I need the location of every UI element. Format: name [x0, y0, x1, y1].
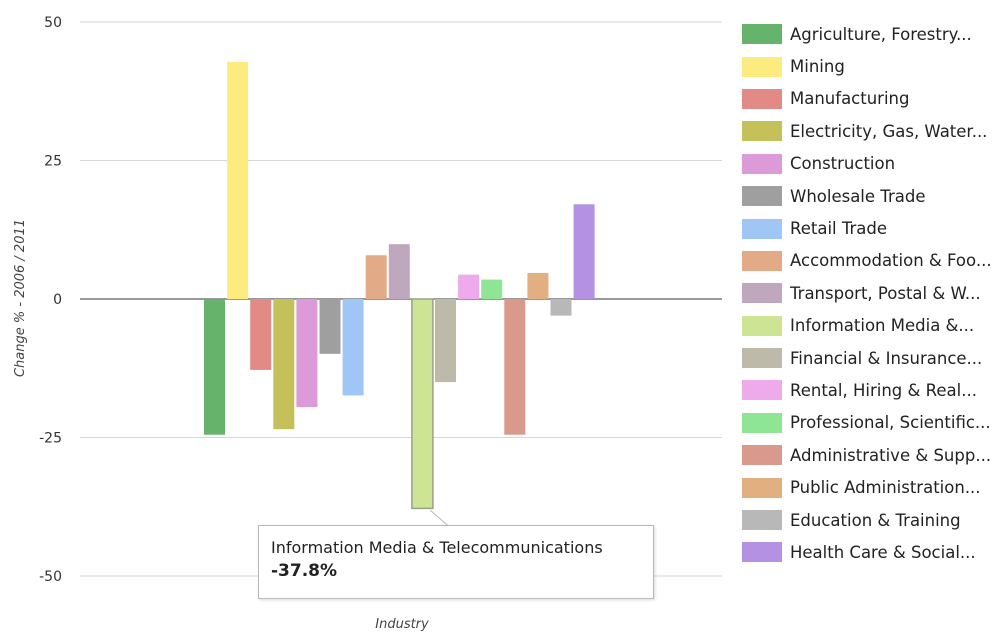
y-tick-label: -25 [39, 431, 62, 447]
legend-swatch [742, 24, 782, 45]
legend-swatch [742, 121, 782, 142]
bar[interactable] [342, 299, 364, 396]
legend-swatch [742, 380, 782, 401]
legend-swatch [742, 56, 782, 77]
bar[interactable] [388, 244, 410, 299]
bar[interactable] [481, 279, 503, 299]
legend-label: Transport, Postal & W... [790, 283, 981, 303]
bar[interactable] [458, 274, 480, 299]
legend-item[interactable]: Electricity, Gas, Water... [742, 115, 992, 147]
legend-item[interactable]: Health Care & Social... [742, 536, 992, 568]
bar[interactable] [527, 272, 549, 299]
y-tick-label: -50 [39, 569, 62, 585]
legend-swatch [742, 283, 782, 304]
legend-label: Professional, Scientific... [790, 413, 991, 433]
legend-item[interactable]: Construction [742, 148, 992, 180]
bar[interactable] [296, 299, 318, 408]
legend-item[interactable]: Rental, Hiring & Real... [742, 374, 992, 406]
legend-swatch [742, 412, 782, 433]
bar[interactable] [573, 204, 595, 299]
tooltip-pointer [426, 510, 450, 527]
y-axis-title: Change % - 2006 / 2011 [13, 219, 28, 377]
x-axis-title: Industry [375, 617, 429, 632]
legend-item[interactable]: Manufacturing [742, 83, 992, 115]
bar[interactable] [250, 299, 272, 370]
legend-label: Administrative & Supp... [790, 445, 992, 465]
bars-group [204, 61, 595, 527]
legend-swatch [742, 218, 782, 239]
legend-item[interactable]: Mining [742, 50, 992, 82]
legend-item[interactable]: Transport, Postal & W... [742, 277, 992, 309]
legend-label: Electricity, Gas, Water... [790, 121, 988, 141]
legend-swatch [742, 153, 782, 174]
legend-item[interactable]: Financial & Insurance... [742, 342, 992, 374]
legend-label: Rental, Hiring & Real... [790, 380, 977, 400]
legend-swatch [742, 348, 782, 369]
y-tick-label: 0 [53, 292, 62, 308]
legend-swatch [742, 542, 782, 563]
chart-legend: Agriculture, Forestry... Mining Manufactur… [742, 18, 992, 569]
bar[interactable] [227, 61, 249, 299]
bar[interactable] [504, 299, 526, 435]
legend-label: Construction [790, 154, 896, 174]
tooltip-value: -37.8% [271, 561, 338, 581]
y-axis-ticks: 50 25 0 -25 -50 [39, 15, 62, 585]
legend-item[interactable]: Education & Training [742, 504, 992, 536]
legend-item[interactable]: Retail Trade [742, 212, 992, 244]
legend-item[interactable]: Information Media &... [742, 310, 992, 342]
legend-swatch [742, 445, 782, 466]
legend-label: Retail Trade [790, 219, 888, 239]
legend-item[interactable]: Wholesale Trade [742, 180, 992, 212]
legend-swatch [742, 510, 782, 531]
legend-label: Agriculture, Forestry... [790, 24, 972, 44]
bar-tooltip: Information Media & Telecommunications -… [258, 525, 654, 599]
legend-item[interactable]: Agriculture, Forestry... [742, 18, 992, 50]
bar[interactable] [273, 299, 295, 430]
legend-swatch [742, 250, 782, 271]
legend-item[interactable]: Accommodation & Foo... [742, 245, 992, 277]
legend-label: Wholesale Trade [790, 186, 926, 206]
legend-label: Manufacturing [790, 89, 910, 109]
legend-swatch [742, 315, 782, 336]
legend-label: Health Care & Social... [790, 542, 976, 562]
legend-label: Mining [790, 57, 845, 77]
bar[interactable] [365, 255, 387, 299]
legend-label: Accommodation & Foo... [790, 251, 992, 271]
legend-swatch [742, 477, 782, 498]
legend-item[interactable]: Administrative & Supp... [742, 439, 992, 471]
legend-item[interactable]: Public Administration... [742, 471, 992, 503]
legend-label: Public Administration... [790, 478, 981, 498]
bar[interactable] [550, 299, 572, 316]
legend-label: Education & Training [790, 510, 961, 530]
legend-item[interactable]: Professional, Scientific... [742, 407, 992, 439]
legend-swatch [742, 88, 782, 109]
bar[interactable] [319, 299, 341, 354]
legend-swatch [742, 186, 782, 207]
legend-label: Information Media &... [790, 316, 975, 336]
legend-label: Financial & Insurance... [790, 348, 983, 368]
bar[interactable] [204, 299, 225, 435]
y-tick-label: 25 [44, 154, 62, 170]
bar[interactable] [435, 299, 456, 383]
y-tick-label: 50 [44, 15, 62, 31]
tooltip-category: Information Media & Telecommunications [271, 538, 603, 557]
bar[interactable] [411, 298, 434, 510]
